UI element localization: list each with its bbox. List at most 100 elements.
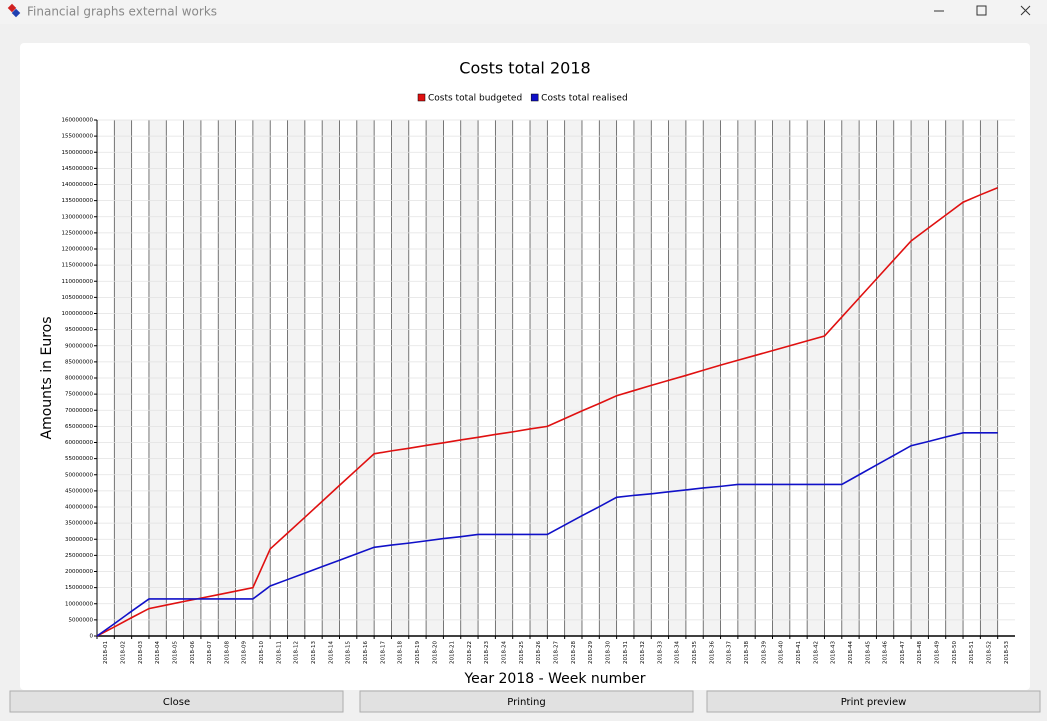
x-tick-label: 2018-05 [172,641,178,664]
y-tick-label: 40000000 [65,505,93,511]
x-tick-label: 2018-33 [657,641,663,664]
y-tick-label: 150000000 [62,150,94,156]
x-tick-label: 2018-35 [692,641,698,664]
button-bar: Close Printing Print preview [9,690,1041,713]
y-tick-label: 100000000 [62,311,94,317]
x-tick-label: 2018-29 [588,641,594,664]
x-tick-label: 2018-13 [311,641,317,664]
x-tick-label: 2018-43 [831,641,837,664]
legend-label: Costs total budgeted [428,94,522,104]
x-tick-label: 2018-32 [640,641,646,664]
x-tick-label: 2018-46 [883,641,889,664]
y-tick-label: 65000000 [65,424,93,430]
legend: Costs total budgeted Costs total realised [417,93,628,104]
maximize-button[interactable] [976,5,987,16]
y-tick-label: 60000000 [65,440,93,446]
x-tick-label: 2018-34 [675,641,681,664]
x-tick-label: 2018-11 [276,641,282,664]
y-tick-label: 135000000 [62,198,94,204]
x-tick-label: 2018-02 [120,641,126,664]
y-tick-label: 50000000 [65,472,93,478]
button[interactable] [359,690,694,713]
x-tick-label: 2018-41 [796,641,802,664]
window-title: Financial graphs external works [27,5,217,19]
y-tick-label: 110000000 [62,279,94,285]
x-tick-label: 2018-07 [207,641,213,664]
x-tick-label: 2018-21 [450,641,456,664]
chart-title: Costs total 2018 [459,59,590,78]
legend-label: Costs total realised [541,94,628,104]
y-tick-label: 10000000 [65,601,93,607]
x-tick-label: 2018-36 [709,641,715,664]
x-tick-label: 2018-15 [346,641,352,664]
y-tick-label: 70000000 [65,408,93,414]
y-tick-label: 55000000 [65,456,93,462]
x-tick-label: 2018-03 [138,641,144,664]
y-tick-label: 90000000 [65,343,93,349]
x-tick-label: 2018-17 [380,641,386,664]
button-label[interactable]: Close [163,697,190,708]
legend-swatch [530,93,539,102]
button-label[interactable]: Print preview [841,697,907,708]
x-tick-label: 2018-26 [536,641,542,664]
series-line [96,432,998,637]
x-tick-label: 2018-49 [935,641,941,664]
close-window-button[interactable] [1020,5,1031,16]
button[interactable] [9,690,344,713]
x-tick-label: 2018-04 [155,641,161,664]
plot: 0 5000000 10000000 15000000 20000000 25000000… [62,118,1015,664]
x-tick-label: 2018-51 [969,641,975,664]
y-tick-label: 130000000 [62,214,94,220]
y-tick-label: 15000000 [65,585,93,591]
x-tick-label: 2018-12 [294,641,300,664]
y-tick-label: 35000000 [65,521,93,527]
x-tick-label: 2018-37 [727,641,733,664]
x-tick-label: 2018-52 [987,641,993,664]
y-tick-label: 85000000 [65,359,93,365]
y-tick-label: 95000000 [65,327,93,333]
x-tick-label: 2018-25 [519,641,525,664]
x-tick-label: 2018-24 [502,641,508,664]
y-tick-label: 140000000 [62,182,94,188]
y-tick-label: 5000000 [69,617,94,623]
x-tick-label: 2018-14 [328,641,334,664]
y-tick-label: 20000000 [65,569,93,575]
y-tick-label: 30000000 [65,537,93,543]
x-tick-label: 2018-38 [744,641,750,664]
x-tick-label: 2018-19 [415,641,421,664]
y-tick-label: 155000000 [62,134,94,140]
x-tick-label: 2018-22 [467,641,473,664]
title-bar [0,0,1047,24]
x-tick-label: 2018-23 [484,641,490,664]
x-tick-label: 2018-40 [779,641,785,664]
x-tick-label: 2018-30 [605,641,611,664]
x-tick-label: 2018-45 [865,641,871,664]
legend-swatch [417,93,426,102]
y-tick-label: 0 [90,634,94,640]
x-tick-label: 2018-08 [224,641,230,664]
x-tick-label: 2018-10 [259,641,265,664]
x-tick-label: 2018-39 [761,641,767,664]
y-axis-label: Amounts in Euros [39,317,55,440]
y-tick-label: 125000000 [62,230,94,236]
x-tick-label: 2018-28 [571,641,577,664]
x-tick-label: 2018-09 [242,641,248,664]
x-tick-label: 2018-53 [1004,641,1010,664]
button[interactable] [706,690,1041,713]
y-tick-label: 115000000 [62,263,94,269]
x-tick-label: 2018-47 [900,641,906,664]
y-tick-label: 120000000 [62,247,94,253]
y-tick-label: 45000000 [65,488,93,494]
x-tick-label: 2018-50 [952,641,958,664]
y-tick-label: 25000000 [65,553,93,559]
x-tick-label: 2018-44 [848,641,854,664]
x-axis-label: Year 2018 - Week number [463,671,645,687]
x-tick-label: 2018-48 [917,641,923,664]
x-tick-label: 2018-01 [103,641,109,664]
series-line [96,186,998,637]
y-tick-label: 145000000 [62,166,94,172]
y-tick-label: 105000000 [62,295,94,301]
button-label[interactable]: Printing [507,697,545,708]
